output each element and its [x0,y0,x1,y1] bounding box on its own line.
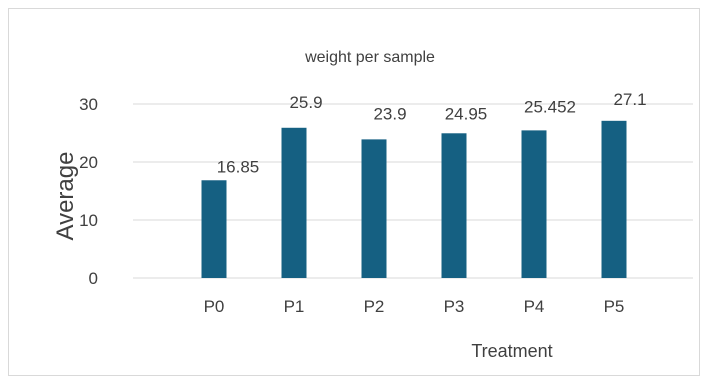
data-label-p5: 27.1 [613,90,646,109]
x-tick-p3: P3 [444,297,465,316]
bar-p5 [601,120,627,278]
x-tick-p1: P1 [284,297,305,316]
x-tick-p4: P4 [524,297,545,316]
bar-p4 [521,130,547,278]
bar-p0 [201,180,227,278]
y-tick-20: 20 [79,153,98,172]
y-axis-title: Average [52,152,79,241]
x-tick-p2: P2 [364,297,385,316]
y-tick-30: 30 [79,95,98,114]
ticks-layer: 0 10 20 30 P0 P1 P2 P3 P4 P5 [79,95,624,316]
chart-title: weight per sample [304,49,435,66]
bar-p2 [361,139,387,278]
data-label-p1: 25.9 [289,93,322,112]
labels-layer: 16.85 25.9 23.9 24.95 25.452 27.1 [217,90,647,176]
bar-p1 [281,127,307,278]
bars-layer [201,120,627,278]
data-label-p0: 16.85 [217,157,260,176]
chart-border [8,8,700,376]
data-label-p3: 24.95 [445,104,488,123]
x-tick-p0: P0 [204,297,225,316]
y-tick-0: 0 [89,269,98,288]
bar-p3 [441,133,467,278]
data-label-p4: 25.452 [524,97,576,116]
data-label-p2: 23.9 [373,104,406,123]
x-axis-title: Treatment [471,341,552,361]
x-tick-p5: P5 [604,297,625,316]
y-tick-10: 10 [79,211,98,230]
